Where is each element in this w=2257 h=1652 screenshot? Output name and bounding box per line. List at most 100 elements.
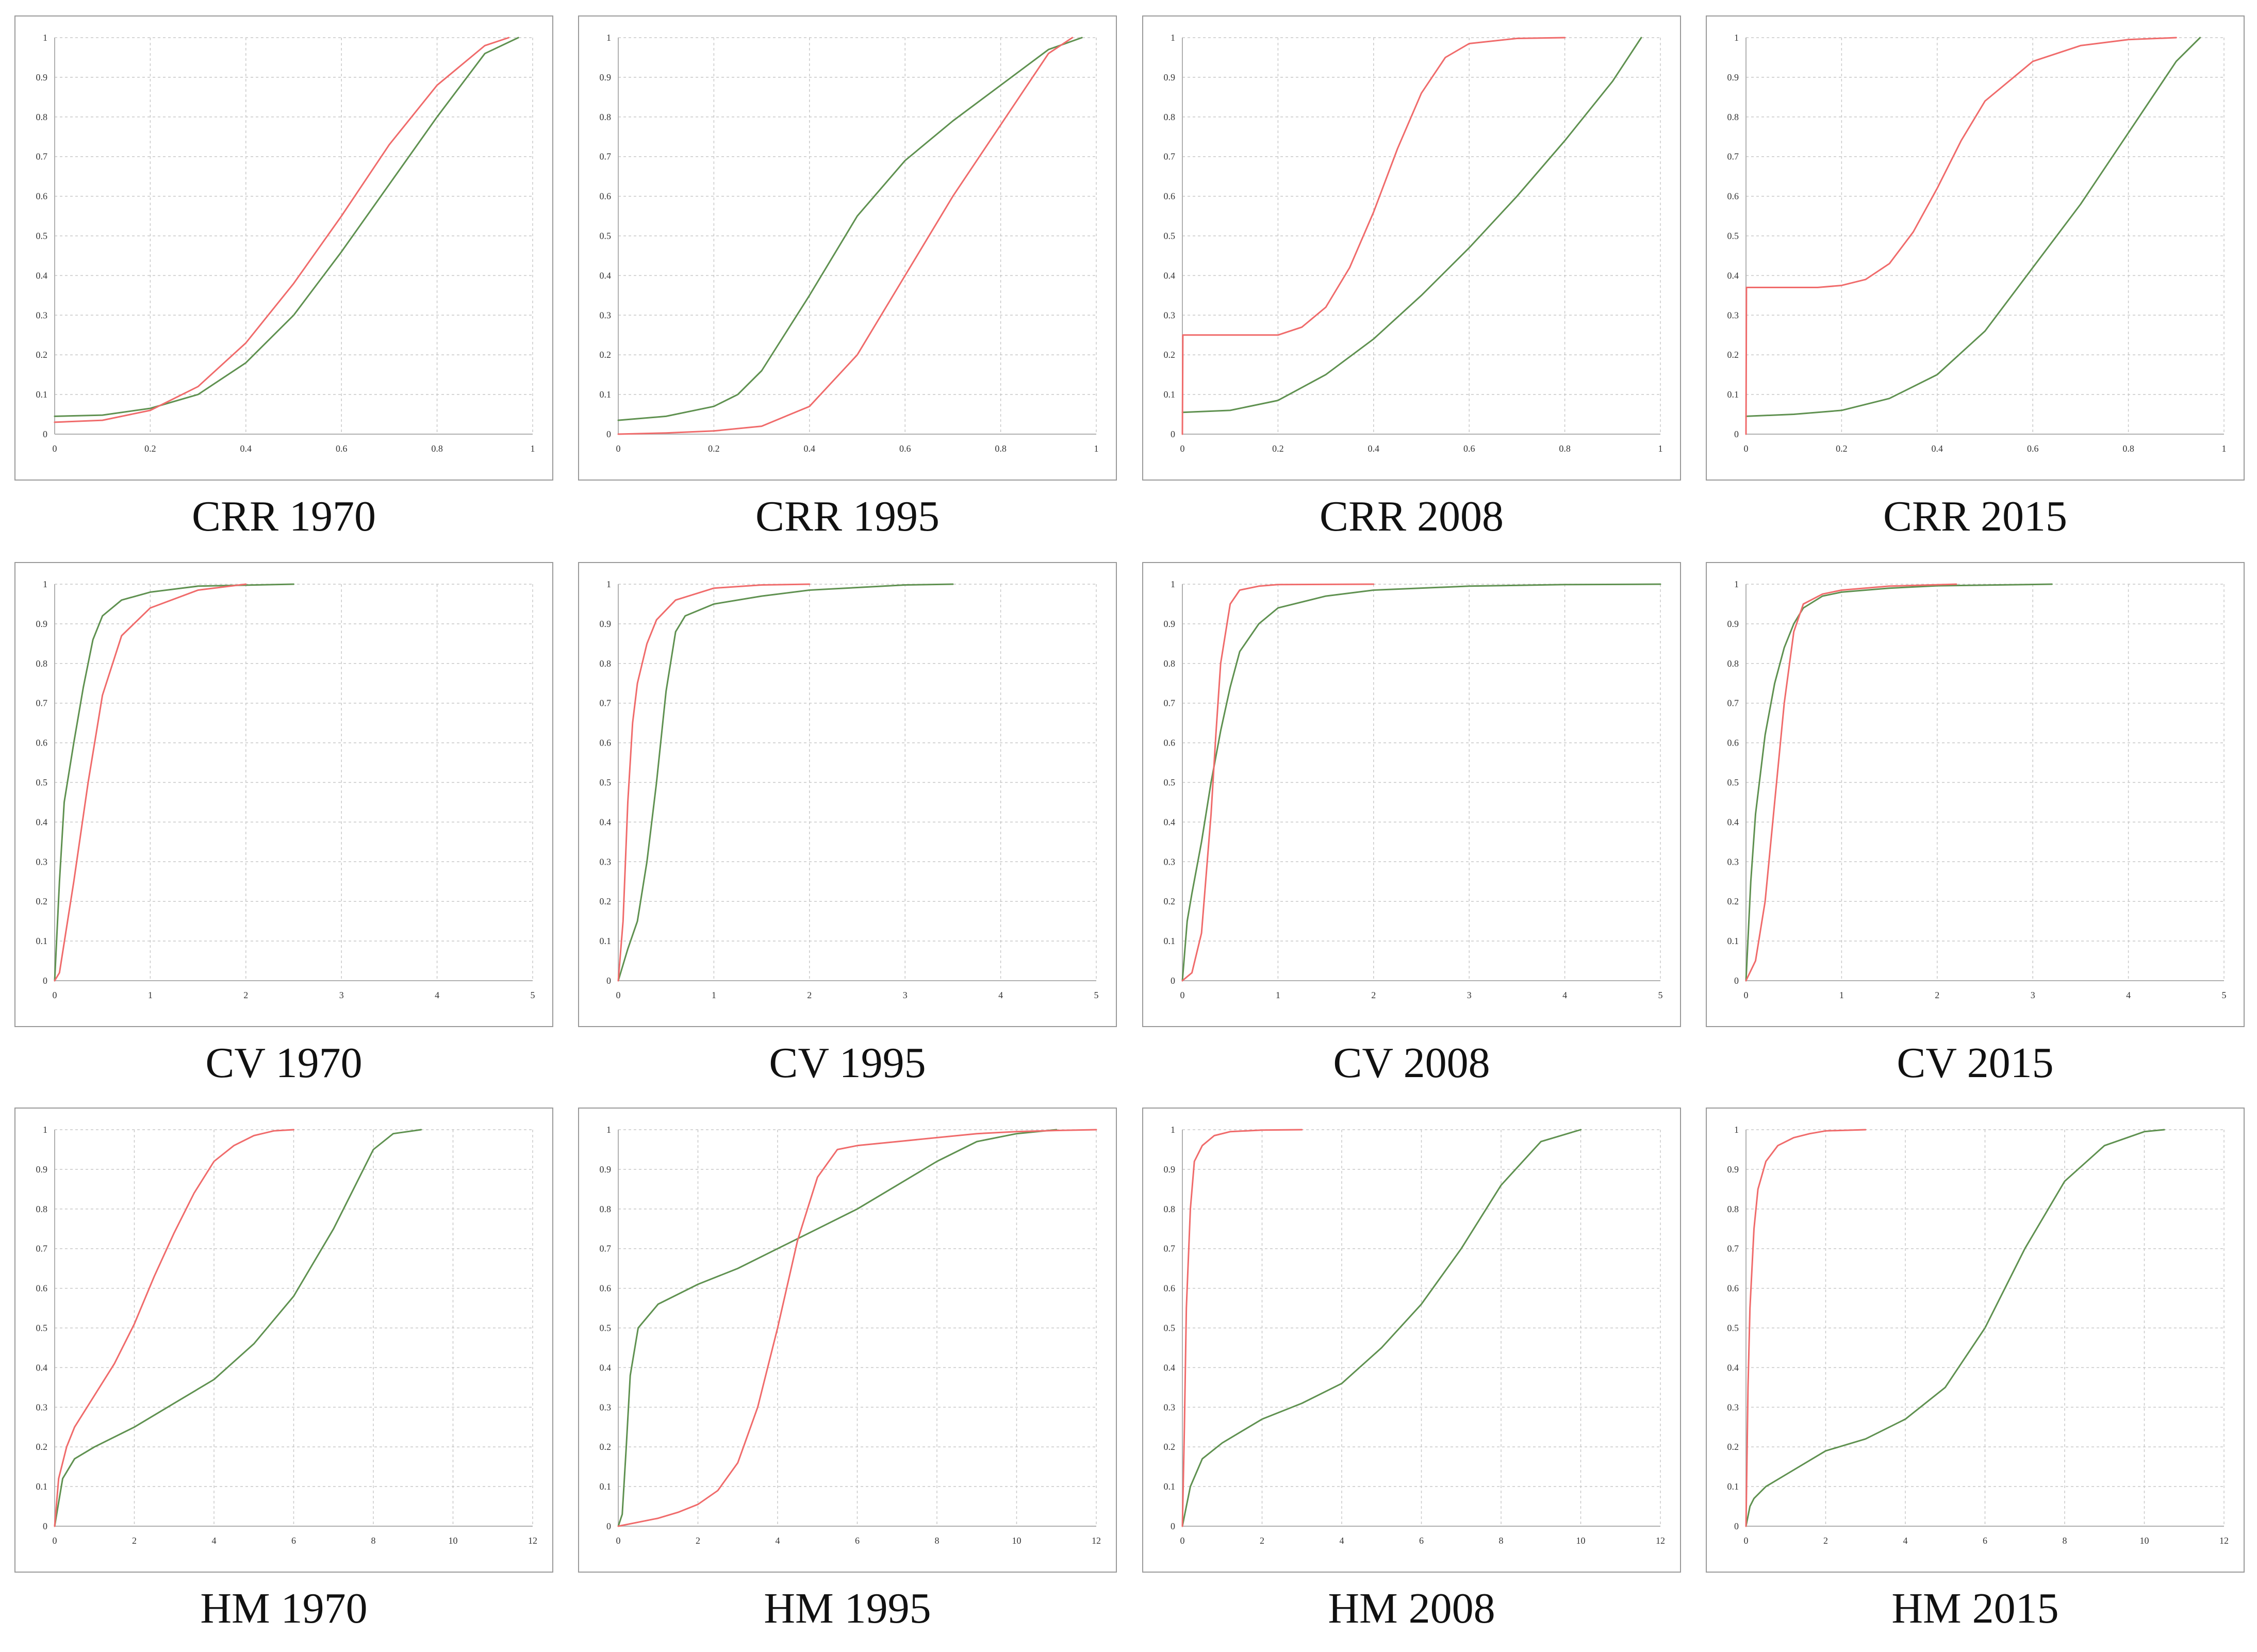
x-tick-label: 4 [1340,1535,1344,1546]
y-tick-label: 1 [1171,579,1175,589]
y-tick-label: 0.2 [36,350,48,360]
x-tick-label: 1 [148,990,153,1000]
chart-svg: 0 0.1 0.2 0.3 0.4 0.5 0.6 0.7 0.8 0.9 1 0 0.2 0.4 0.6 0… [578,15,1117,481]
red-series-line [1745,37,2177,435]
y-tick-label: 1 [1734,579,1739,589]
x-tick-label: 8 [935,1535,940,1546]
y-tick-label: 0.5 [1727,1323,1739,1333]
chart-svg: 0 0.1 0.2 0.3 0.4 0.5 0.6 0.7 0.8 0.9 1 0 0.2 0.4 0.6 0… [1706,15,2245,481]
x-tick-label: 2 [132,1535,137,1546]
x-tick-label: 0 [1180,443,1185,454]
chart-frame [578,15,1117,481]
chart-title: CRR 1995 [755,492,940,540]
y-tick-label: 1 [43,32,47,43]
y-tick-label: 0 [1171,429,1175,439]
green-series-line [617,37,1083,421]
x-tick-label: 12 [1092,1535,1101,1546]
green-series-line [1181,37,1642,414]
chart-svg: 0 0.1 0.2 0.3 0.4 0.5 0.6 0.7 0.8 0.9 1 0 1 2 3 4 5 [14,562,553,1027]
y-tick-label: 0.7 [600,152,612,162]
y-tick-label: 0.3 [36,1402,48,1412]
chart-title: CRR 2008 [1319,492,1504,540]
y-tick-label: 0.8 [1164,112,1176,122]
x-tick-label: 5 [531,990,535,1000]
y-tick-label: 1 [1734,1125,1739,1135]
x-tick-label: 0 [1744,990,1749,1000]
x-tick-label: 3 [903,990,908,1000]
chart-title: HM 2008 [1328,1584,1495,1632]
red-series-line [1745,583,1957,982]
red-series-line [1181,37,1566,435]
chart-frame [1142,15,1681,481]
x-tick-label: 1 [1094,443,1099,454]
green-series-line [617,583,954,982]
y-tick-label: 0.8 [1164,658,1176,669]
y-tick-label: 0.6 [600,191,612,202]
y-tick-label: 0.4 [1164,270,1176,280]
y-tick-label: 0 [1734,1521,1739,1531]
chart-svg: 00.10.20.30.40.50.60.70.80.910 2 4 6 8 10 12 [578,1108,1117,1573]
x-tick-label: 6 [291,1535,296,1546]
x-tick-label: 12 [1656,1535,1665,1546]
y-tick-label: 0.7 [1727,698,1739,708]
y-tick-label: 0.8 [36,1204,48,1214]
chart-panel: 0 0.1 0.2 0.3 0.4 0.5 0.6 0.7 0.8 0.9 1 0 2 4 6 8 10 12 HM… [1706,1108,2245,1652]
chart-frame [1706,562,2245,1027]
y-tick-label: 0.5 [1164,1323,1176,1333]
y-tick-label: 0.4 [36,817,48,827]
x-tick-label: 0.8 [995,443,1007,454]
x-tick-label: 0.2 [1272,443,1284,454]
y-tick-label: 0.1 [36,1481,48,1492]
y-tick-label: 0.4 [1727,1362,1739,1373]
chart-frame [1142,562,1681,1027]
chart-frame [1142,1108,1681,1573]
y-tick-label: 0.4 [1727,270,1739,280]
x-tick-label: 12 [2219,1535,2229,1546]
chart-panel: 0 0.1 0.2 0.3 0.4 0.5 0.6 0.7 0.8 0.9 1 0 2 4 6 8 10 12 HM… [1142,1108,1681,1652]
y-tick-label: 0.4 [600,270,612,280]
red-series-line [1181,583,1375,982]
y-tick-label: 0.5 [1164,778,1176,788]
y-tick-label: 0.2 [36,1442,48,1452]
chart-frame [14,562,553,1027]
y-tick-label: 0.6 [1727,1283,1739,1294]
y-tick-label: 1 [1734,32,1739,43]
chart-title: HM 1970 [200,1584,368,1632]
y-tick-label: 0.5 [600,1323,612,1333]
y-tick-label: 0.1 [36,389,48,400]
y-tick-label: 0.9 [1164,1164,1176,1175]
y-tick-label: 0.1 [600,389,612,400]
y-tick-label: 0.8 [1727,658,1739,669]
y-tick-label: 0.2 [1164,350,1176,360]
x-tick-label: 2 [1260,1535,1264,1546]
y-tick-label: 1 [43,1125,47,1135]
y-tick-label: 0.9 [1727,72,1739,82]
chart-panel: 0 0.1 0.2 0.3 0.4 0.5 0.6 0.7 0.8 0.9 1 0 0.2 0.4 0.6 0… [1706,15,2245,560]
y-tick-label: 0.6 [36,738,48,748]
y-tick-label: 1 [1171,1125,1175,1135]
y-tick-label: 0.6 [600,1283,612,1294]
y-tick-label: 0 [1171,976,1175,986]
y-tick-label: 0.1 [600,936,612,946]
y-tick-label: 0.4 [1164,817,1176,827]
y-tick-label: 0.7 [36,698,48,708]
x-tick-label: 5 [1094,990,1099,1000]
chart-svg: 00.10.20.30.40.50.60.70.80.910 2 4 6 8 10 12 [14,1108,553,1573]
x-tick-label: 0.6 [1463,443,1475,454]
y-tick-label: 0.9 [1727,1164,1739,1175]
chart-panel: 0 0.1 0.2 0.3 0.4 0.5 0.6 0.7 0.8 0.9 1 0 1 2 3 4 5 CV 19… [578,562,1117,1106]
y-tick-label: 0.6 [1164,1283,1176,1294]
y-tick-label: 0 [43,1521,47,1531]
y-tick-label: 0.6 [1164,738,1176,748]
y-tick-label: 0.5 [36,231,48,241]
y-tick-label: 0.6 [36,1283,48,1294]
y-tick-label: 0.7 [1164,1244,1176,1254]
y-tick-label: 0.1 [600,1481,612,1492]
y-tick-label: 0.1 [1727,389,1739,400]
x-tick-label: 4 [1903,1535,1908,1546]
x-tick-label: 2 [1935,990,1939,1000]
x-tick-label: 1 [1658,443,1663,454]
chart-svg: 0 0.1 0.2 0.3 0.4 0.5 0.6 0.7 0.8 0.9 1 0 0.2 0.4 0.6 0… [1142,15,1681,481]
chart-panel: 0 0.1 0.2 0.3 0.4 0.5 0.6 0.7 0.8 0.9 1 0 1 2 3 4 5 CV 20… [1142,562,1681,1106]
x-tick-label: 4 [435,990,439,1000]
